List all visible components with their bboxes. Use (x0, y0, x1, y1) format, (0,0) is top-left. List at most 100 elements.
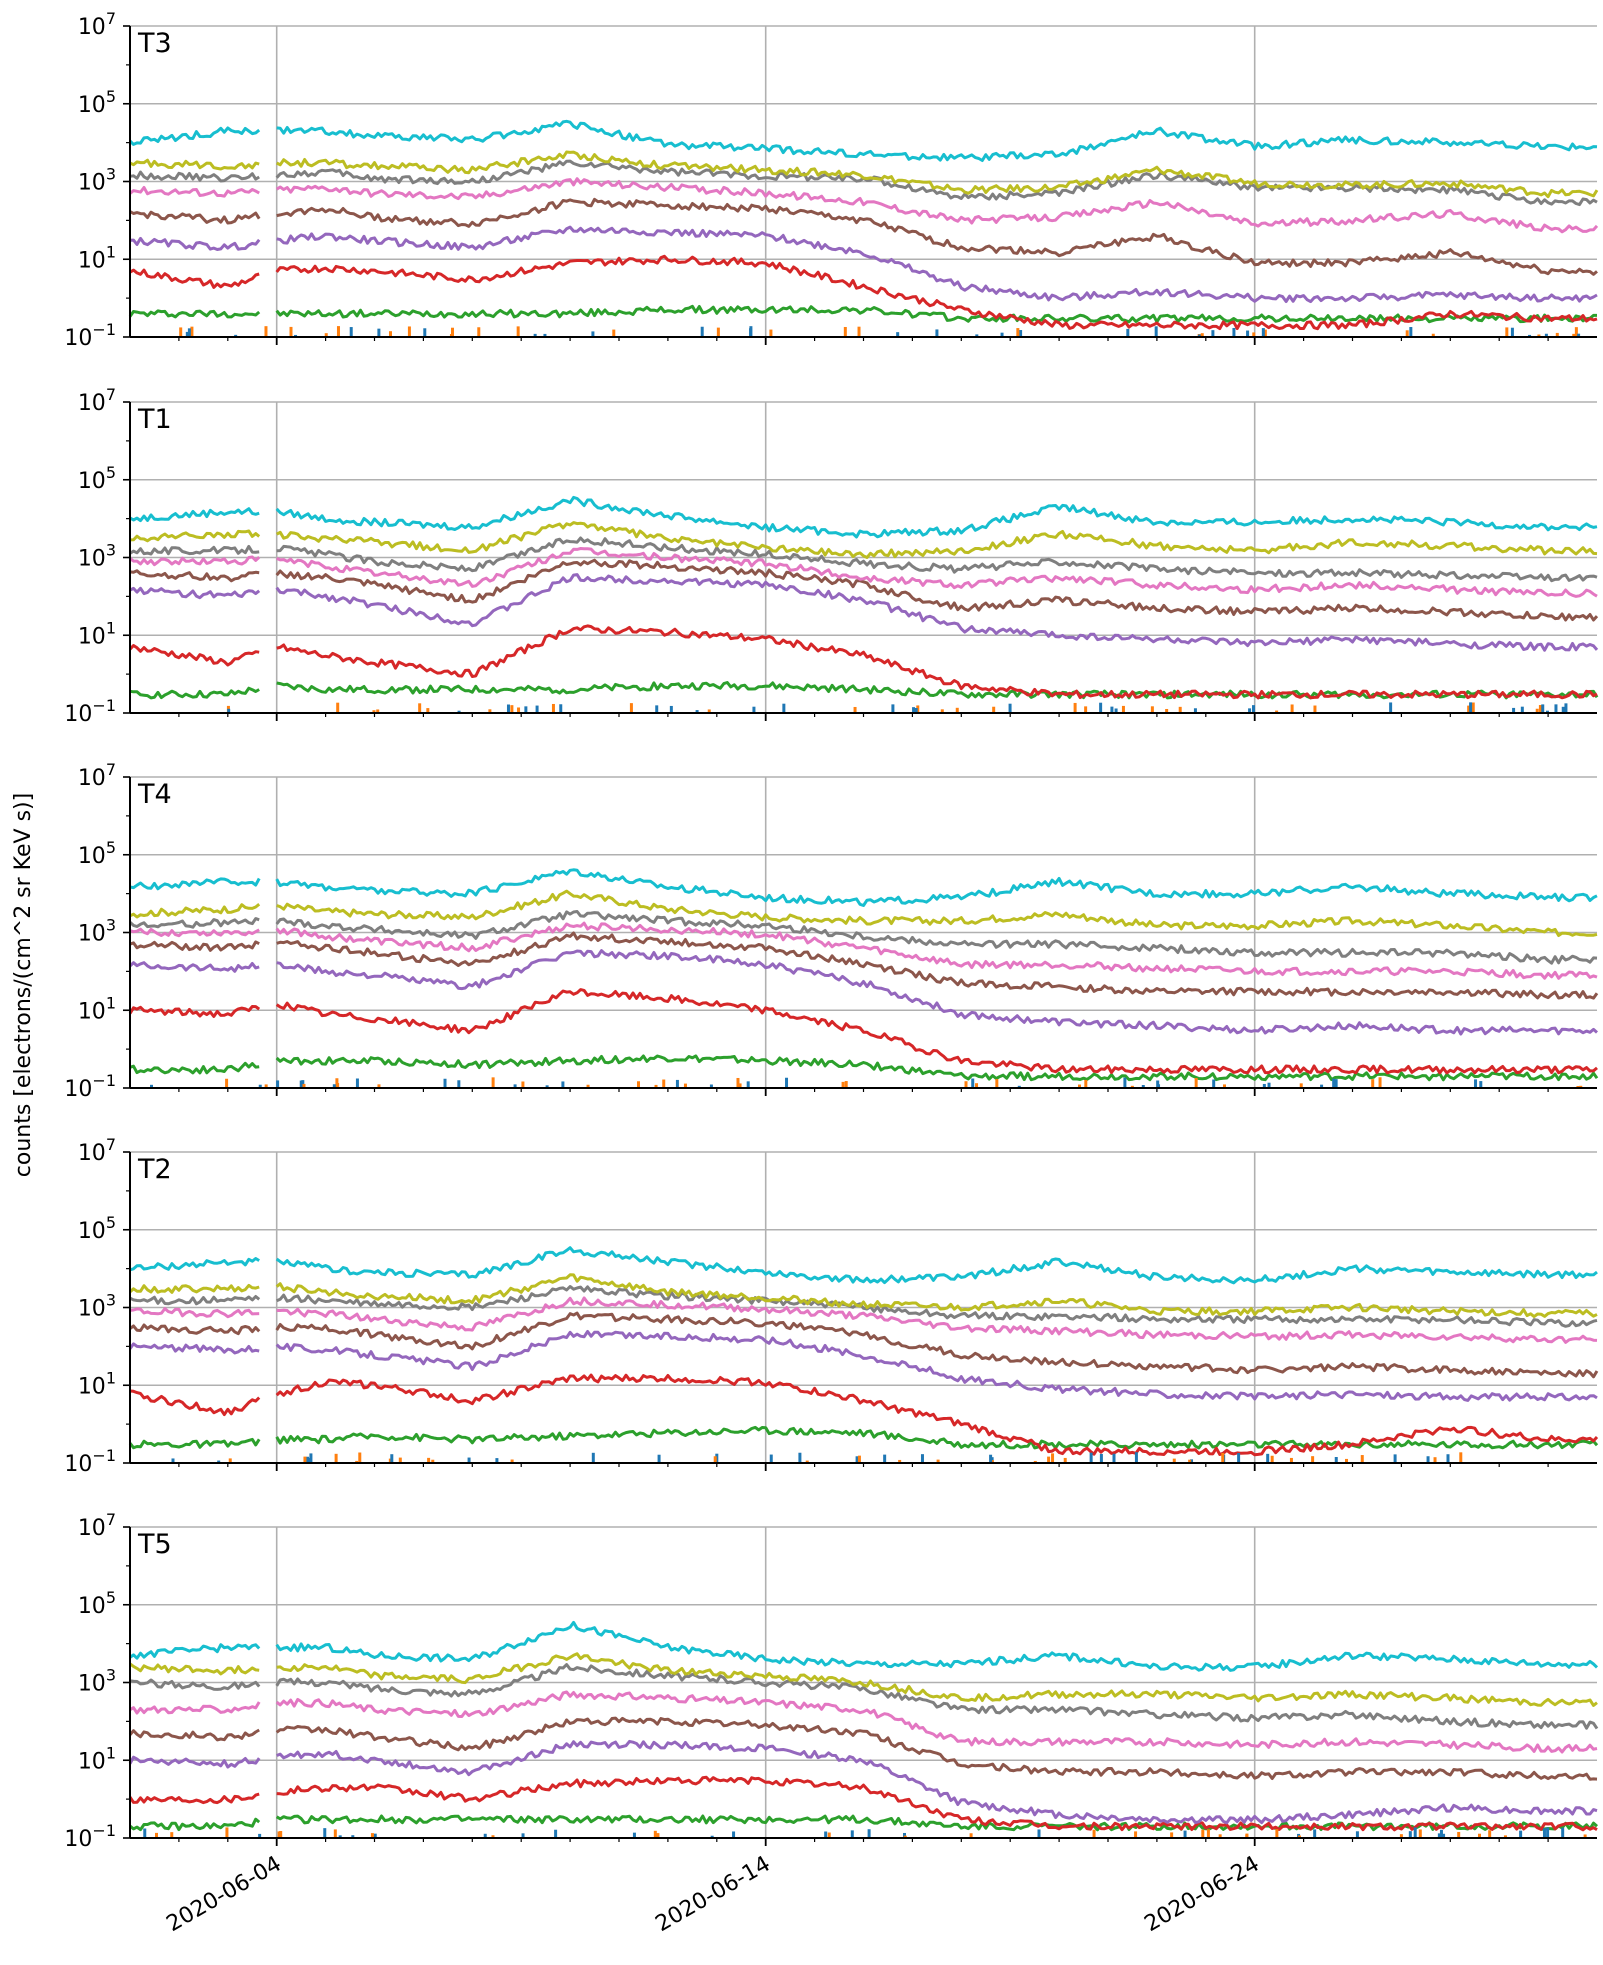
panel-label: T1 (137, 404, 172, 435)
series-line (129, 1285, 1598, 1328)
series-line (129, 573, 1599, 652)
series-line (129, 1690, 1598, 1754)
y-tick-label: 107 (78, 760, 116, 791)
series-line (128, 1739, 1598, 1825)
panel-label: T2 (137, 1154, 172, 1185)
x-tick-label: 2020-06-24 (1140, 1852, 1263, 1938)
series-line (129, 1652, 1598, 1707)
y-tick-label: 105 (78, 463, 116, 494)
y-tick-label: 107 (78, 9, 116, 40)
series-line (128, 624, 1598, 700)
y-tick-label: 101 (78, 993, 116, 1024)
panel-t2: 10−1 101 103 105 107 T2 (64, 1135, 1599, 1477)
y-ticks: 10−1 101 103 105 107 (64, 9, 130, 351)
x-ticks (178, 1463, 1549, 1471)
y-tick-label: 107 (78, 385, 116, 416)
series-line (129, 254, 1598, 331)
series-group (128, 119, 1599, 331)
x-ticks (178, 713, 1549, 721)
series-line (129, 558, 1599, 622)
series-line (128, 910, 1598, 965)
series-line (129, 547, 1598, 598)
series-line (129, 1663, 1599, 1730)
y-tick-label: 101 (78, 618, 116, 649)
y-ticks: 10−1 101 103 105 107 (64, 760, 130, 1102)
series-line (129, 150, 1599, 199)
series-line (129, 1054, 1599, 1082)
grid-lines (130, 776, 1597, 1089)
series-line (129, 681, 1599, 700)
series-line (128, 119, 1598, 162)
series-group (128, 868, 1599, 1082)
series-line (129, 1273, 1598, 1319)
y-tick-label: 101 (78, 1743, 116, 1774)
y-tick-label: 101 (78, 242, 116, 273)
series-line (129, 1373, 1599, 1457)
y-tick-label: 105 (78, 1588, 116, 1619)
series-line (129, 921, 1598, 980)
series-line (129, 225, 1598, 304)
y-tick-label: 10−1 (64, 320, 116, 351)
x-tick-labels: 2020-06-04 2020-06-14 2020-06-24 (162, 1852, 1263, 1938)
x-ticks (178, 1088, 1549, 1096)
y-tick-label: 103 (78, 916, 116, 947)
panels: 10−1101103105107T310−1101103105107T110−1… (64, 9, 1599, 1852)
series-line (129, 495, 1598, 539)
y-tick-label: 10−1 (64, 696, 116, 727)
series-line (129, 868, 1598, 907)
panel-t1: 10−1 101 103 105 107 T1 (64, 385, 1599, 727)
y-tick-label: 105 (78, 1213, 116, 1244)
baseline-noise (150, 1077, 1583, 1088)
y-tick-label: 10−1 (64, 1446, 116, 1477)
panel-t3: 10−1 101 103 105 107 T3 (64, 9, 1599, 351)
x-tick-label: 2020-06-04 (162, 1852, 285, 1938)
series-line (129, 1620, 1599, 1672)
series-line (129, 536, 1598, 583)
y-tick-label: 103 (78, 541, 116, 572)
y-tick-label: 105 (78, 87, 116, 118)
series-line (129, 1814, 1598, 1832)
series-line (128, 1330, 1598, 1402)
baseline-noise (171, 1452, 1463, 1463)
baseline-noise (179, 326, 1581, 337)
y-ticks: 10−1 101 103 105 107 (64, 1510, 130, 1852)
y-tick-label: 103 (78, 1666, 116, 1697)
y-tick-label: 101 (78, 1368, 116, 1399)
series-group (128, 1246, 1599, 1457)
baseline-noise (143, 1827, 1587, 1838)
series-line (129, 931, 1599, 1000)
series-line (129, 1296, 1598, 1344)
y-tick-label: 103 (78, 165, 116, 196)
grid-lines (130, 1526, 1597, 1839)
series-line (128, 1425, 1599, 1450)
series-line (128, 1775, 1598, 1832)
series-line (128, 988, 1598, 1075)
panel-t5: 10−1 101 103 105 107 T5 (64, 1510, 1599, 1852)
series-line (129, 1246, 1598, 1285)
series-line (129, 889, 1598, 937)
y-ticks: 10−1 101 103 105 107 (64, 385, 130, 727)
series-line (129, 177, 1599, 234)
series-line (128, 1716, 1598, 1781)
y-tick-label: 107 (78, 1135, 116, 1166)
panel-label: T4 (137, 779, 172, 810)
baseline-noise (226, 702, 1568, 713)
y-axis-label: counts [electrons/(cm^2 sr KeV s)] (11, 793, 36, 1177)
x-ticks (178, 337, 1549, 345)
series-line (129, 1311, 1599, 1379)
series-group (128, 1620, 1599, 1832)
y-tick-label: 10−1 (64, 1821, 116, 1852)
series-line (129, 159, 1598, 207)
series-group (128, 495, 1599, 700)
y-tick-label: 105 (78, 838, 116, 869)
series-line (128, 304, 1597, 324)
series-line (129, 197, 1598, 276)
y-tick-label: 10−1 (64, 1071, 116, 1102)
y-tick-label: 103 (78, 1291, 116, 1322)
x-tick-label: 2020-06-14 (651, 1852, 774, 1938)
x-ticks (178, 1838, 1549, 1846)
series-line (128, 949, 1598, 1036)
panel-label: T3 (137, 28, 172, 59)
series-line (129, 521, 1598, 559)
